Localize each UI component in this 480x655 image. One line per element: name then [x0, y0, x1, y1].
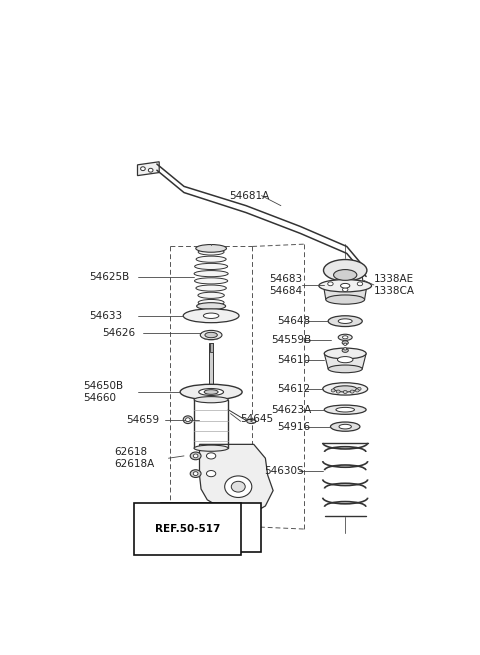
Ellipse shape — [194, 278, 228, 284]
Ellipse shape — [330, 422, 360, 431]
Ellipse shape — [141, 167, 145, 170]
Ellipse shape — [337, 356, 353, 363]
Ellipse shape — [206, 470, 216, 477]
Ellipse shape — [352, 270, 360, 276]
Text: 54633: 54633 — [89, 310, 122, 321]
Ellipse shape — [355, 389, 359, 392]
Ellipse shape — [193, 454, 198, 458]
Ellipse shape — [324, 348, 366, 359]
Ellipse shape — [199, 388, 224, 396]
Ellipse shape — [206, 453, 216, 459]
Ellipse shape — [344, 343, 347, 345]
Ellipse shape — [338, 334, 352, 341]
Ellipse shape — [336, 407, 355, 412]
Ellipse shape — [342, 348, 348, 352]
Bar — [210, 343, 213, 352]
Ellipse shape — [324, 405, 366, 415]
Ellipse shape — [148, 168, 153, 172]
Ellipse shape — [198, 292, 224, 299]
Ellipse shape — [198, 249, 224, 255]
Ellipse shape — [336, 390, 340, 393]
Bar — [209, 343, 214, 389]
Ellipse shape — [342, 341, 348, 345]
Ellipse shape — [353, 284, 359, 290]
Ellipse shape — [343, 390, 347, 394]
Ellipse shape — [180, 384, 242, 400]
Ellipse shape — [357, 282, 363, 286]
Polygon shape — [324, 354, 366, 369]
Ellipse shape — [326, 295, 365, 304]
Ellipse shape — [323, 383, 368, 395]
Polygon shape — [200, 444, 273, 517]
Ellipse shape — [252, 420, 256, 422]
Ellipse shape — [205, 332, 217, 338]
Ellipse shape — [357, 387, 361, 390]
Ellipse shape — [194, 397, 228, 403]
Text: REF.50-517: REF.50-517 — [155, 524, 221, 534]
Text: 54681A: 54681A — [229, 191, 269, 200]
Ellipse shape — [196, 244, 227, 252]
Text: 54650B
54660: 54650B 54660 — [83, 381, 123, 403]
Text: 54648: 54648 — [277, 316, 310, 326]
Ellipse shape — [328, 365, 362, 373]
Text: 54610: 54610 — [277, 354, 310, 365]
Ellipse shape — [319, 280, 372, 292]
Ellipse shape — [247, 419, 256, 424]
Ellipse shape — [196, 256, 226, 262]
Ellipse shape — [200, 330, 222, 340]
Ellipse shape — [204, 313, 219, 318]
Ellipse shape — [343, 288, 348, 291]
Ellipse shape — [334, 270, 357, 280]
Text: 54659: 54659 — [126, 415, 159, 424]
Text: 1338AE
1338CA: 1338AE 1338CA — [374, 274, 415, 296]
Text: 54612: 54612 — [277, 384, 310, 394]
Text: 54916: 54916 — [277, 422, 310, 432]
Ellipse shape — [194, 271, 228, 276]
Text: 54625B: 54625B — [89, 272, 130, 282]
Ellipse shape — [340, 284, 350, 288]
Ellipse shape — [197, 303, 226, 310]
Ellipse shape — [194, 263, 228, 269]
Ellipse shape — [225, 476, 252, 498]
Ellipse shape — [193, 472, 198, 476]
Ellipse shape — [231, 481, 245, 492]
Ellipse shape — [350, 390, 354, 393]
Polygon shape — [137, 162, 159, 176]
Ellipse shape — [186, 418, 190, 422]
Text: 54626: 54626 — [103, 328, 136, 338]
Ellipse shape — [196, 285, 227, 291]
Ellipse shape — [339, 424, 351, 429]
Text: 54683
54684: 54683 54684 — [269, 274, 302, 296]
Ellipse shape — [204, 390, 218, 394]
Polygon shape — [348, 276, 364, 290]
Ellipse shape — [324, 259, 367, 281]
Ellipse shape — [343, 336, 348, 339]
Ellipse shape — [183, 416, 192, 424]
Text: 54623A: 54623A — [271, 405, 311, 415]
Ellipse shape — [338, 319, 352, 324]
Polygon shape — [324, 286, 367, 299]
Ellipse shape — [194, 445, 228, 451]
Ellipse shape — [183, 309, 239, 323]
Ellipse shape — [198, 299, 224, 306]
Ellipse shape — [190, 470, 201, 477]
Ellipse shape — [354, 271, 358, 274]
Ellipse shape — [344, 348, 347, 350]
Text: 62618
62618A: 62618 62618A — [114, 447, 155, 469]
Ellipse shape — [328, 316, 362, 327]
Text: REF.50-517: REF.50-517 — [180, 523, 241, 533]
Ellipse shape — [334, 386, 357, 392]
Ellipse shape — [190, 452, 201, 460]
Text: 54559B: 54559B — [271, 335, 311, 345]
Text: 54645: 54645 — [240, 414, 274, 424]
Ellipse shape — [328, 282, 333, 286]
Ellipse shape — [331, 389, 335, 392]
Text: 54630S: 54630S — [264, 466, 304, 476]
